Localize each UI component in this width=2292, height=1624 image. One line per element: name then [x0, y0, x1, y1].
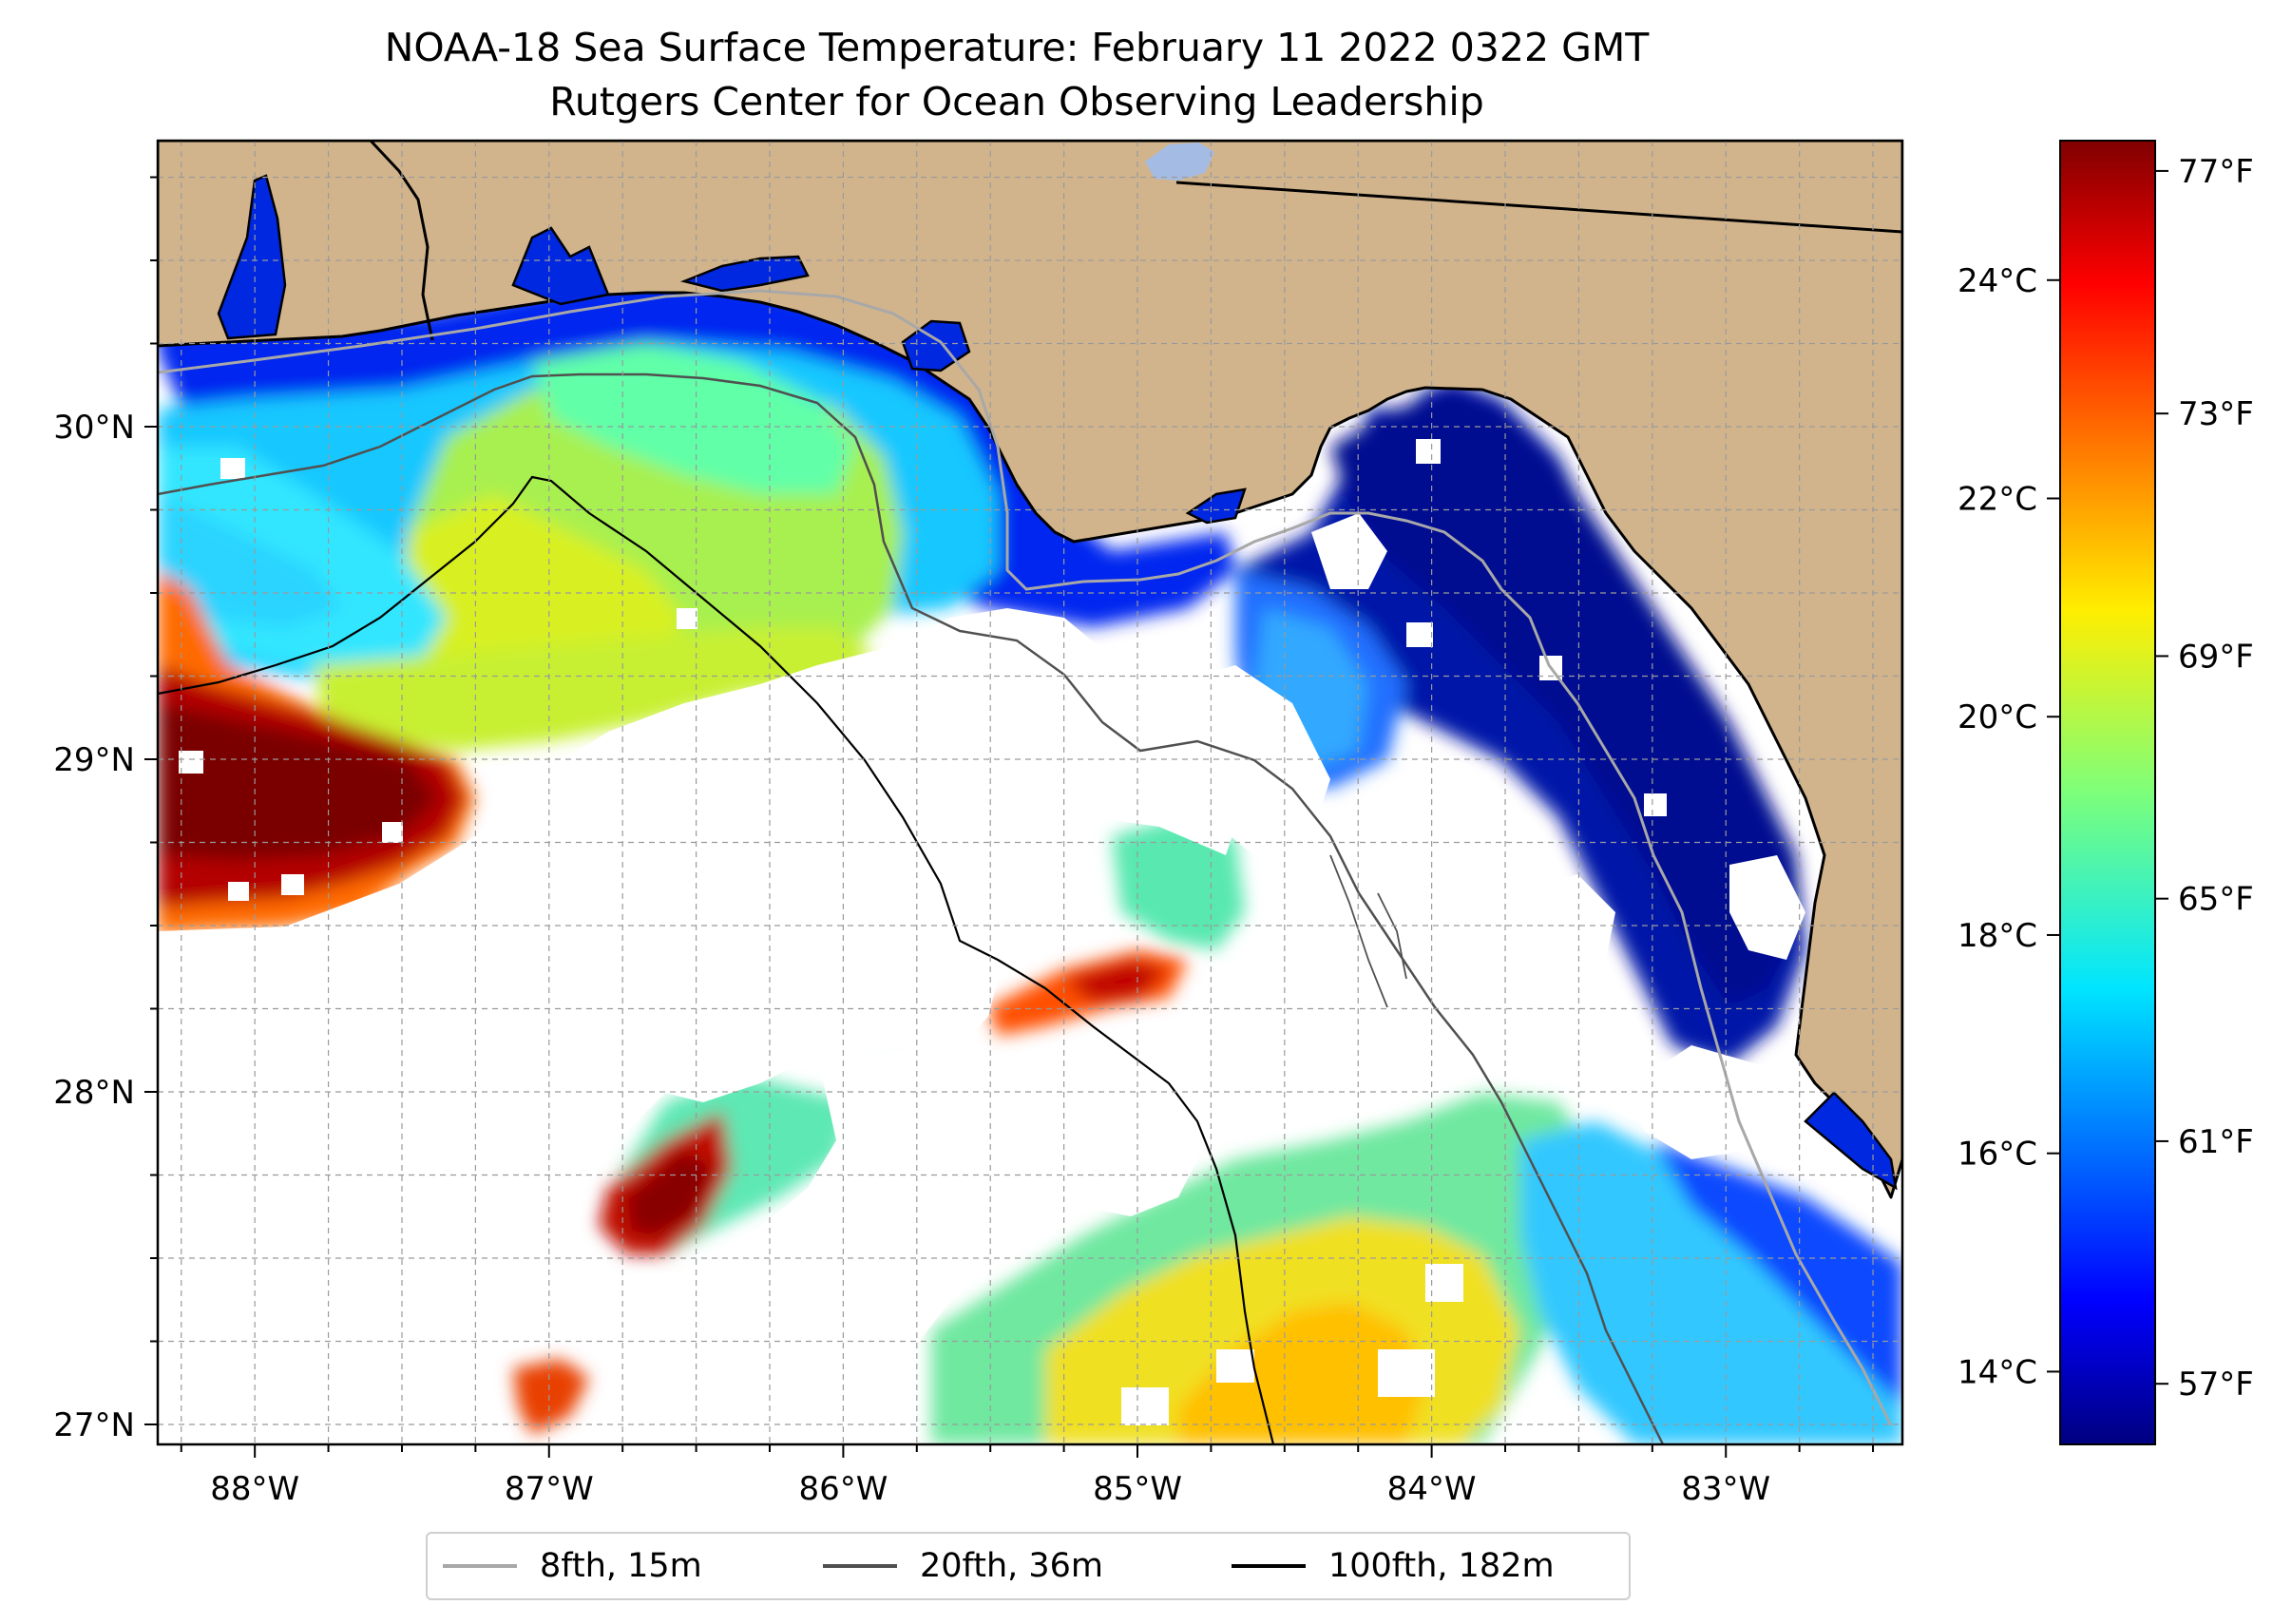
y-tick-label: 29°N: [53, 741, 135, 779]
depth-contours: [158, 289, 1893, 1444]
y-tick-label: 27°N: [53, 1406, 135, 1444]
legend-entry-8fth: 8fth, 15m: [443, 1534, 702, 1598]
state-border-fl-ga: [1175, 181, 1902, 234]
y-tick-label: 30°N: [53, 409, 135, 447]
legend-swatch-8fth: [443, 1564, 517, 1568]
legend-label-8fth: 8fth, 15m: [540, 1547, 702, 1585]
contour-20fth: [158, 373, 1665, 1444]
legend-entry-20fth: 20fth, 36m: [823, 1534, 1103, 1598]
colorbar-f-label: 57°F: [2178, 1366, 2254, 1404]
colorbar-c-label: 18°C: [1958, 917, 2037, 955]
x-tick-label: 86°W: [798, 1470, 888, 1508]
x-tick-label: 83°W: [1681, 1470, 1770, 1508]
y-axis-latitude: 30°N 29°N 28°N 27°N: [53, 176, 158, 1444]
colorbar-celsius-axis: 24°C 22°C 20°C 18°C 16°C 14°C: [1958, 262, 2060, 1391]
colorbar-c-label: 22°C: [1958, 481, 2037, 519]
colorbar-f-label: 77°F: [2178, 153, 2254, 191]
colorbar-gradient: [2059, 140, 2156, 1445]
plot-frame: [156, 139, 1904, 1446]
colorbar-f-label: 73°F: [2178, 395, 2254, 433]
map-plot-area: [158, 141, 1902, 1444]
x-axis-longitude: 88°W 87°W 86°W 85°W 84°W 83°W: [180, 1444, 1875, 1508]
chart-subtitle: Rutgers Center for Ocean Observing Leade…: [549, 79, 1484, 124]
legend-label-100fth: 100fth, 182m: [1328, 1547, 1555, 1585]
colorbar-c-label: 20°C: [1958, 698, 2037, 736]
legend-label-20fth: 20fth, 36m: [920, 1547, 1104, 1585]
depth-legend: 8fth, 15m 20fth, 36m 100fth, 182m: [426, 1532, 1631, 1600]
y-tick-label: 28°N: [53, 1074, 135, 1112]
colorbar-f-label: 65°F: [2178, 881, 2254, 919]
colorbar-f-label: 61°F: [2178, 1123, 2254, 1161]
colorbar-c-label: 24°C: [1958, 262, 2037, 300]
colorbar-c-label: 14°C: [1958, 1353, 2037, 1391]
legend-swatch-100fth: [1232, 1564, 1306, 1568]
coastal-bays: [217, 174, 1898, 1191]
graticule-grid: [158, 141, 1902, 1444]
colorbar-c-label: 16°C: [1958, 1136, 2037, 1174]
contour-100fth: [158, 475, 1275, 1444]
contour-8fth: [158, 289, 1893, 1426]
inland-lake: [1145, 143, 1214, 181]
cloud-gaps: [158, 439, 1805, 1444]
state-border-al-ms: [369, 141, 434, 341]
x-tick-label: 85°W: [1093, 1470, 1182, 1508]
x-tick-label: 88°W: [210, 1470, 299, 1508]
x-tick-label: 84°W: [1387, 1470, 1477, 1508]
colorbar-f-label: 69°F: [2178, 638, 2254, 676]
legend-entry-100fth: 100fth, 182m: [1232, 1534, 1555, 1598]
colorbar: 24°C 22°C 20°C 18°C 16°C 14°C 77°F 73°F 69°F 65°…: [1958, 140, 2254, 1445]
chart-title: NOAA-18 Sea Surface Temperature: Februar…: [384, 25, 1650, 70]
colorbar-fahrenheit-axis: 77°F 73°F 69°F 65°F 61°F 57°F: [2155, 153, 2254, 1404]
x-tick-label: 87°W: [505, 1470, 594, 1508]
legend-swatch-20fth: [823, 1564, 897, 1568]
